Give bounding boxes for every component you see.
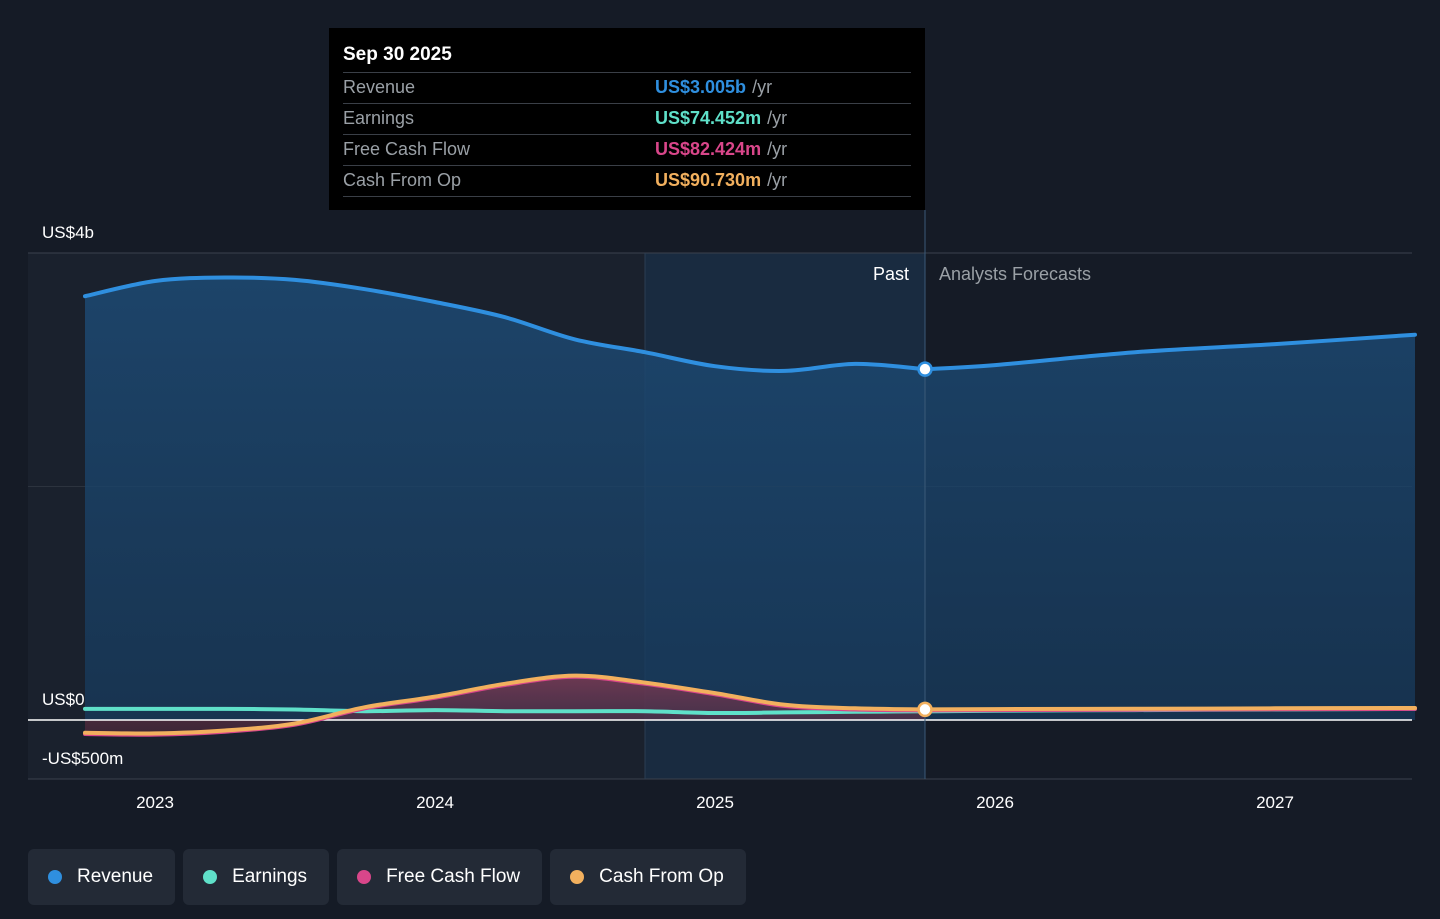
cash-from-op-marker [917,701,933,718]
tooltip-unit: /yr [767,108,788,128]
y-axis-label-bottom: -US$500m [42,749,123,768]
revenue-area [85,277,1415,720]
tooltip-unit: /yr [767,139,788,159]
cash-from-op-forecast-line [923,706,1417,712]
legend-label: Cash From Op [599,866,724,887]
tooltip: Sep 30 2025 Revenue US$3.005b /yr Earnin… [329,28,925,210]
legend-label: Earnings [232,866,308,887]
legend-label: Free Cash Flow [386,866,521,887]
earnings-line [83,706,927,716]
legend: Revenue Earnings Free Cash Flow Cash Fro… [28,849,746,905]
revenue-marker [917,361,933,377]
x-tick-label: 2025 [696,793,734,812]
tooltip-row-revenue: Revenue US$3.005b /yr [343,73,911,104]
tooltip-label: Free Cash Flow [343,139,471,159]
tooltip-label: Cash From Op [343,170,462,190]
tooltip-value: US$82.424m [655,139,762,159]
x-tick-label: 2027 [1256,793,1294,812]
legend-item-revenue[interactable]: Revenue [28,849,176,905]
legend-item-cash-from-op[interactable]: Cash From Op [550,849,746,905]
tooltip-date: Sep 30 2025 [343,42,911,73]
tooltip-row-cash-from-op: Cash From Op US$90.730m /yr [343,166,911,197]
earnings-dot-icon [203,870,218,884]
legend-item-earnings[interactable]: Earnings [183,849,330,905]
tooltip-value: US$74.452m [655,108,762,128]
x-tick-label: 2023 [136,793,174,812]
x-tick-label: 2026 [976,793,1014,812]
legend-label: Revenue [77,866,154,887]
cash-from-op-line [83,673,927,736]
chart: US$4b US$0 -US$500m 2023 2024 2025 2026 2027 Pas… [28,210,1417,812]
tooltip-unit: /yr [752,77,773,97]
cash-from-op-dot-icon [570,870,585,884]
y-axis-label-zero: US$0 [42,690,85,709]
revenue-line [83,275,927,373]
y-axis-label-top: US$4b [42,223,94,242]
tooltip-row-earnings: Earnings US$74.452m /yr [343,104,911,135]
cash-area [85,675,925,734]
forecast-label: Analysts Forecasts [939,264,1091,284]
tooltip-label: Revenue [343,77,416,97]
revenue-dot-icon [48,870,62,884]
tooltip-label: Earnings [343,108,415,128]
revenue-forecast-line [923,332,1417,372]
x-tick-label: 2024 [416,793,454,812]
tooltip-unit: /yr [767,170,788,190]
tooltip-value: US$90.730m [655,170,762,190]
tooltip-value: US$3.005b [655,77,747,97]
free-cash-flow-dot-icon [357,870,372,884]
legend-item-free-cash-flow[interactable]: Free Cash Flow [337,849,543,905]
tooltip-row-free-cash-flow: Free Cash Flow US$82.424m /yr [343,135,911,166]
past-label: Past [873,264,909,284]
